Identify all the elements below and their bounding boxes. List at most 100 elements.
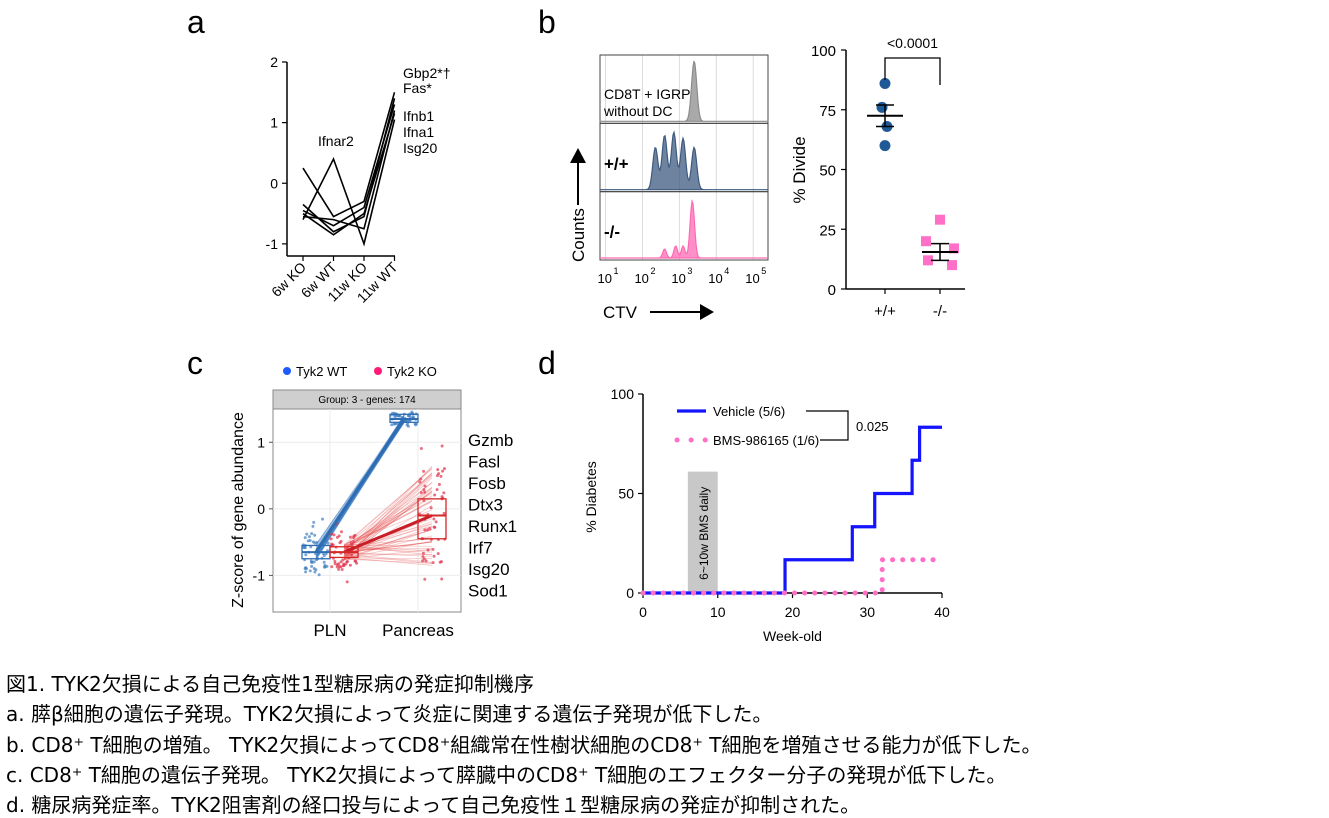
data-point (431, 561, 435, 565)
data-point (350, 543, 354, 547)
data-point (432, 525, 436, 529)
gene-line-ko (343, 548, 433, 550)
data-point (302, 545, 306, 549)
gene-label: Fosb (468, 474, 506, 493)
gene-line-ko (343, 558, 433, 564)
gene-line-ko (343, 509, 433, 545)
y-tick-label: 0 (828, 282, 836, 299)
x-tick-label: 10 (634, 271, 648, 286)
significance-bracket (806, 410, 849, 441)
gene-line-ko (343, 552, 433, 557)
data-point (413, 422, 417, 426)
x-tick-label: 0 (639, 604, 647, 620)
legend-label: Vehicle (5/6) (713, 404, 785, 419)
data-point (437, 482, 441, 486)
gene-line-ko (343, 493, 433, 547)
data-point (345, 580, 349, 584)
facet-title: Group: 3 - genes: 174 (318, 395, 416, 406)
y-tick-label: 100 (611, 386, 635, 402)
data-point (423, 577, 427, 581)
data-point (408, 414, 412, 418)
data-point (313, 570, 317, 574)
data-point (355, 561, 359, 565)
x-tick-label: PLN (313, 621, 346, 640)
data-point (342, 562, 346, 566)
data-point (330, 532, 334, 536)
data-point (314, 568, 318, 572)
x-arrow-head (700, 304, 714, 320)
gene-line-ko (343, 529, 433, 557)
shaded-label: 6~10w BMS daily (697, 487, 711, 580)
x-tick-label: -/- (933, 303, 947, 320)
data-point (307, 535, 311, 539)
data-point (442, 511, 446, 515)
data-point (309, 545, 313, 549)
data-point (436, 468, 440, 472)
gene-line-ko (343, 495, 433, 549)
gene-label: Dtx3 (468, 496, 503, 515)
y-tick-label: 75 (819, 103, 836, 120)
data-point (353, 559, 357, 563)
data-point (418, 480, 422, 484)
gene-line-ko (343, 491, 433, 560)
data-point (440, 495, 444, 499)
caption-b: b. CD8⁺ T細胞の増殖。 TYK2欠損によってCD8⁺組織常在性樹状細胞の… (6, 733, 1042, 757)
x-tick-exponent: 4 (724, 266, 729, 276)
data-point (421, 555, 425, 559)
annotation-label: Isg20 (403, 140, 437, 156)
gene-line-ko (343, 468, 433, 546)
data-point (304, 553, 308, 557)
gene-line-ko (343, 553, 433, 555)
gene-line-ko (343, 540, 433, 559)
series-line (643, 425, 942, 595)
gene-line-ko (343, 526, 433, 561)
data-point (311, 540, 315, 544)
data-point (434, 520, 438, 524)
data-point (338, 565, 342, 569)
data-point (348, 563, 352, 567)
data-point (333, 559, 337, 563)
panel-letter-b: b (538, 4, 556, 40)
chart-b-dotplot: 0 25 50 75 100 % Divide +/+ -/- <0.0001 (790, 35, 965, 320)
data-point (340, 567, 344, 571)
annotation-label: Ifnb1 (403, 108, 434, 124)
data-point (441, 469, 445, 473)
data-point (326, 541, 330, 545)
data-point (312, 560, 316, 564)
x-tick-exponent: 3 (687, 266, 692, 276)
data-point (949, 243, 959, 254)
median-trend-wt (314, 418, 406, 553)
data-point (426, 528, 430, 532)
gene-line-ko (343, 482, 433, 551)
legend-label: Tyk2 KO (387, 364, 437, 379)
panel-letter-d: d (538, 345, 556, 381)
data-point (438, 560, 442, 564)
y-tick-label: -1 (266, 236, 279, 252)
y-arrow-head (570, 148, 586, 163)
data-point (935, 214, 945, 225)
data-point (310, 564, 314, 568)
gene-line-ko (343, 491, 433, 550)
gene-line-ko (343, 523, 433, 556)
x-tick-label: 10 (708, 271, 722, 286)
data-point (390, 423, 394, 427)
histogram-label: -/- (604, 223, 620, 242)
data-point (442, 467, 446, 471)
gene-line-wt (315, 422, 405, 556)
x-tick-label: Pancreas (382, 621, 454, 640)
gene-line-ko (343, 468, 433, 547)
y-axis-label: % Divide (790, 136, 809, 203)
gene-label: Sod1 (468, 582, 508, 601)
y-tick-label: 100 (811, 43, 836, 60)
data-point (322, 560, 326, 564)
data-point (310, 532, 314, 536)
chart-c: Tyk2 WT Tyk2 KO Group: 3 - genes: 174 1 0 -1 P… (230, 364, 517, 640)
gene-line-ko (343, 529, 433, 561)
gene-label: Runx1 (468, 517, 517, 536)
data-point (422, 469, 426, 473)
gene-label: Fasl (468, 453, 500, 472)
data-point (332, 533, 336, 537)
gene-line-ko (343, 486, 433, 549)
x-tick-label: 10 (710, 604, 726, 620)
data-point (436, 552, 440, 556)
